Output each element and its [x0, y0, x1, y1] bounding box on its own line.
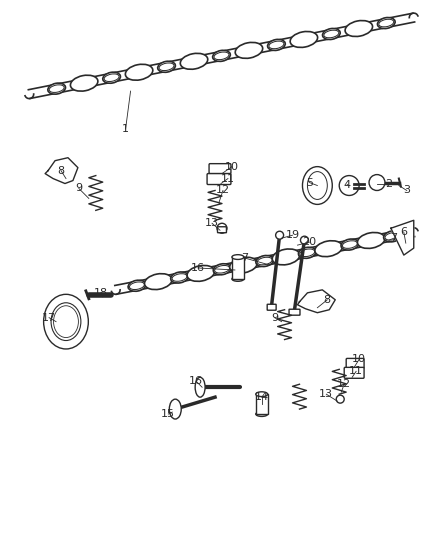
- Ellipse shape: [51, 303, 81, 341]
- Bar: [256, 394, 268, 414]
- Text: 20: 20: [302, 237, 317, 247]
- Text: 8: 8: [324, 295, 331, 305]
- Text: 12: 12: [337, 379, 351, 389]
- Text: 16: 16: [191, 263, 205, 273]
- Ellipse shape: [170, 399, 181, 419]
- Text: 9: 9: [75, 183, 82, 193]
- Ellipse shape: [290, 31, 318, 47]
- Text: 10: 10: [352, 354, 366, 365]
- Text: 11: 11: [349, 366, 363, 376]
- FancyBboxPatch shape: [346, 358, 364, 368]
- Ellipse shape: [187, 265, 215, 281]
- Ellipse shape: [213, 50, 230, 61]
- Ellipse shape: [48, 83, 66, 94]
- Text: 4: 4: [344, 180, 351, 190]
- Text: 5: 5: [306, 177, 313, 188]
- Ellipse shape: [158, 61, 175, 72]
- FancyBboxPatch shape: [209, 164, 231, 174]
- Circle shape: [300, 236, 308, 244]
- Text: 2: 2: [385, 179, 392, 189]
- Circle shape: [336, 395, 344, 403]
- Text: 16: 16: [189, 376, 203, 386]
- Text: 11: 11: [221, 174, 235, 183]
- Text: 9: 9: [271, 313, 278, 322]
- Text: 18: 18: [94, 288, 108, 298]
- Ellipse shape: [357, 232, 385, 248]
- FancyBboxPatch shape: [289, 309, 300, 315]
- Ellipse shape: [322, 28, 340, 39]
- Ellipse shape: [145, 273, 172, 289]
- Ellipse shape: [71, 75, 98, 91]
- Circle shape: [276, 231, 283, 239]
- Bar: [232, 257, 244, 279]
- Ellipse shape: [256, 411, 268, 416]
- Ellipse shape: [256, 392, 268, 397]
- Ellipse shape: [303, 167, 332, 204]
- Ellipse shape: [268, 39, 285, 51]
- Ellipse shape: [256, 255, 274, 266]
- Ellipse shape: [44, 294, 88, 349]
- Ellipse shape: [230, 257, 257, 273]
- Text: 13: 13: [319, 389, 333, 399]
- Ellipse shape: [272, 249, 300, 265]
- Circle shape: [217, 223, 227, 233]
- Ellipse shape: [232, 255, 244, 260]
- Ellipse shape: [232, 277, 244, 281]
- Text: 12: 12: [216, 185, 230, 196]
- Text: 13: 13: [205, 219, 219, 228]
- Ellipse shape: [171, 272, 188, 283]
- Text: 19: 19: [286, 230, 300, 240]
- Ellipse shape: [345, 21, 373, 36]
- FancyBboxPatch shape: [207, 174, 231, 184]
- Polygon shape: [391, 220, 414, 255]
- Ellipse shape: [384, 231, 401, 242]
- FancyBboxPatch shape: [267, 304, 276, 310]
- Ellipse shape: [180, 53, 208, 69]
- Text: 6: 6: [400, 227, 407, 237]
- Polygon shape: [45, 158, 78, 183]
- Ellipse shape: [128, 280, 146, 291]
- FancyBboxPatch shape: [344, 367, 364, 378]
- Text: 1: 1: [122, 124, 129, 134]
- Ellipse shape: [378, 18, 395, 29]
- Ellipse shape: [195, 377, 205, 397]
- Ellipse shape: [298, 247, 316, 259]
- Ellipse shape: [125, 64, 153, 80]
- Ellipse shape: [103, 72, 120, 83]
- Ellipse shape: [213, 264, 231, 275]
- Text: 7: 7: [241, 253, 248, 263]
- Text: 15: 15: [161, 409, 175, 419]
- FancyBboxPatch shape: [218, 227, 226, 233]
- Circle shape: [339, 175, 359, 196]
- Polygon shape: [297, 290, 335, 313]
- Ellipse shape: [315, 241, 343, 257]
- Ellipse shape: [341, 239, 359, 250]
- Text: 17: 17: [42, 313, 56, 322]
- Text: 10: 10: [225, 161, 239, 172]
- Ellipse shape: [235, 43, 263, 58]
- Text: 3: 3: [403, 185, 410, 196]
- Circle shape: [369, 175, 385, 190]
- Text: 8: 8: [57, 166, 64, 175]
- Text: 14: 14: [254, 392, 269, 402]
- Text: 7: 7: [390, 233, 397, 243]
